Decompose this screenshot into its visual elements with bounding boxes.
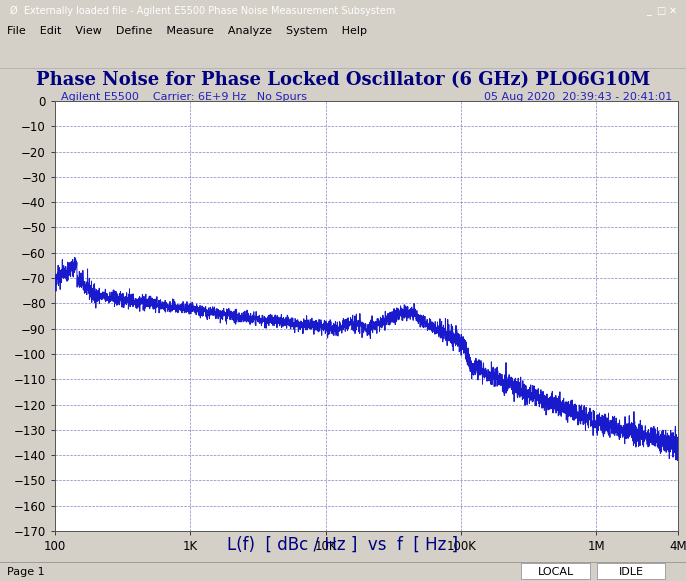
FancyBboxPatch shape — [521, 563, 590, 579]
Text: Agilent E5500    Carrier: 6E+9 Hz   No Spurs: Agilent E5500 Carrier: 6E+9 Hz No Spurs — [61, 92, 307, 102]
Text: L(f)  [ dBc / Hz ]  vs  f  [ Hz ]: L(f) [ dBc / Hz ] vs f [ Hz ] — [228, 536, 458, 554]
Text: IDLE: IDLE — [619, 567, 643, 577]
Text: Phase Noise for Phase Locked Oscillator (6 GHz) PLO6G10M: Phase Noise for Phase Locked Oscillator … — [36, 71, 650, 89]
Text: Page 1: Page 1 — [7, 567, 45, 577]
Text: □: □ — [656, 6, 665, 16]
Text: _: _ — [646, 6, 651, 16]
Text: LOCAL: LOCAL — [538, 567, 573, 577]
Text: File    Edit    View    Define    Measure    Analyze    System    Help: File Edit View Define Measure Analyze Sy… — [7, 27, 367, 37]
Text: Ø  Externally loaded file - Agilent E5500 Phase Noise Measurement Subsystem: Ø Externally loaded file - Agilent E5500… — [10, 6, 396, 16]
FancyBboxPatch shape — [597, 563, 665, 579]
Text: 05 Aug 2020  20:39:43 - 20:41:01: 05 Aug 2020 20:39:43 - 20:41:01 — [484, 92, 672, 102]
Text: ✕: ✕ — [669, 6, 677, 16]
